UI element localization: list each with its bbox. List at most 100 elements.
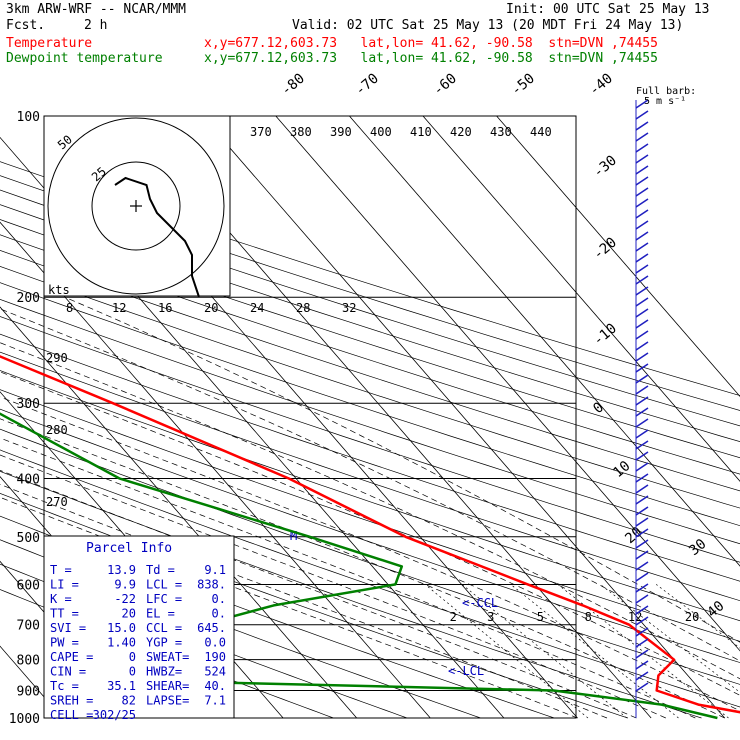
parcel-key: PW = bbox=[50, 636, 79, 650]
speed-label-28: 28 bbox=[296, 301, 310, 315]
temperature-label: Temperature bbox=[6, 36, 93, 51]
pressure-label-800: 800 bbox=[17, 654, 40, 669]
pressure-label-900: 900 bbox=[17, 684, 40, 699]
parcel-value: -22 bbox=[114, 592, 136, 606]
parcel-value: 82 bbox=[122, 694, 136, 708]
isotherm-label--20: -20 bbox=[590, 235, 620, 264]
dry-adiabat bbox=[0, 298, 740, 545]
mixing-ratio-label-5: 5 bbox=[537, 610, 544, 624]
dry-adiabat bbox=[0, 370, 740, 622]
forecast-value: 2 h bbox=[84, 18, 108, 33]
parcel-key: T = bbox=[50, 563, 72, 577]
wind-barb bbox=[635, 275, 649, 285]
parcel-key: SVI = bbox=[50, 621, 86, 635]
wind-barb bbox=[635, 605, 649, 615]
temperature-location: x,y=677.12,603.73 lat,lon= 41.62, -90.58… bbox=[204, 36, 658, 51]
dewpoint-location: x,y=677.12,603.73 lat,lon= 41.62, -90.58… bbox=[204, 51, 658, 66]
parcel-value: 0. bbox=[212, 607, 226, 621]
wind-barb bbox=[635, 517, 649, 527]
dry-adiabat bbox=[0, 449, 740, 708]
parcel-value: 0. bbox=[212, 592, 226, 606]
wind-barb bbox=[635, 132, 649, 142]
dry-adiabat bbox=[0, 333, 740, 582]
wind-barb bbox=[635, 253, 649, 263]
parcel-value: 1.40 bbox=[107, 636, 136, 650]
wind-barb bbox=[635, 462, 649, 472]
parcel-value: 20 bbox=[122, 607, 136, 621]
pressure-label-400: 400 bbox=[17, 472, 40, 487]
parcel-key: Tc = bbox=[50, 679, 79, 693]
ccl-marker: <-CCL bbox=[462, 596, 498, 610]
wind-barb bbox=[635, 286, 649, 296]
theta-label-430: 430 bbox=[490, 125, 512, 139]
dry-adiabat bbox=[0, 234, 740, 475]
mixing-ratio-label-3: 3 bbox=[487, 610, 494, 624]
theta-label-420: 420 bbox=[450, 125, 472, 139]
m-marker: M bbox=[290, 529, 297, 543]
isotherm-label--60: -60 bbox=[430, 71, 460, 100]
moist-adiabat bbox=[0, 308, 740, 662]
wind-barb bbox=[635, 308, 649, 318]
theta-label-390: 390 bbox=[330, 125, 352, 139]
dry-adiabat bbox=[0, 204, 740, 442]
wind-barb bbox=[635, 649, 649, 659]
wind-barb bbox=[635, 374, 649, 384]
parcel-value: 0 bbox=[129, 665, 136, 679]
mixing-ratio-line bbox=[424, 584, 589, 719]
wind-barb bbox=[635, 341, 649, 351]
temperature-profile bbox=[0, 355, 740, 714]
valid-time: Valid: 02 UTC Sat 25 May 13 (20 MDT Fri … bbox=[292, 18, 684, 33]
pressure-label-500: 500 bbox=[17, 531, 40, 546]
wind-barb bbox=[635, 352, 649, 362]
wind-barb bbox=[635, 209, 649, 219]
parcel-key: LFC = bbox=[146, 592, 182, 606]
isotherm-line bbox=[496, 115, 740, 398]
dewpoint-profile bbox=[0, 412, 718, 720]
wind-barb bbox=[635, 616, 649, 626]
pressure-label-200: 200 bbox=[17, 291, 40, 306]
theta-label-290: 290 bbox=[46, 351, 68, 365]
wind-barb bbox=[635, 319, 649, 329]
parcel-value: 7.1 bbox=[204, 694, 226, 708]
isotherm-line bbox=[0, 306, 358, 719]
dry-adiabat bbox=[0, 428, 740, 685]
dry-adiabat bbox=[0, 389, 740, 642]
forecast-label: Fcst. bbox=[6, 18, 46, 33]
parcel-value: 13.9 bbox=[107, 563, 136, 577]
pressure-label-700: 700 bbox=[17, 619, 40, 634]
theta-label-440: 440 bbox=[530, 125, 552, 139]
wind-barb bbox=[635, 440, 649, 450]
wind-barb bbox=[635, 231, 649, 241]
wind-barb bbox=[635, 363, 649, 373]
parcel-value: 838. bbox=[197, 578, 226, 592]
speed-label-24: 24 bbox=[250, 301, 264, 315]
wind-barb bbox=[635, 418, 649, 428]
mixing-ratio-line bbox=[600, 584, 740, 693]
isotherm-line bbox=[0, 221, 431, 719]
mixing-ratio-label-12: 12 bbox=[628, 610, 642, 624]
parcel-value: 190 bbox=[204, 650, 226, 664]
parcel-key: YGP = bbox=[146, 636, 182, 650]
speed-label-8: 8 bbox=[66, 301, 73, 315]
dry-adiabat bbox=[0, 219, 740, 459]
isotherm-label-30: 30 bbox=[686, 536, 709, 559]
parcel-key: CAPE = bbox=[50, 650, 93, 664]
wind-barb bbox=[635, 143, 649, 153]
hodograph-trace bbox=[114, 176, 200, 298]
parcel-key: HWBZ= bbox=[146, 665, 182, 679]
wind-barb bbox=[635, 396, 649, 406]
wind-barb bbox=[635, 583, 649, 593]
wind-barb bbox=[635, 99, 649, 109]
speed-label-20: 20 bbox=[204, 301, 218, 315]
wind-barb bbox=[635, 660, 649, 670]
isotherm-label--40: -40 bbox=[586, 71, 616, 100]
wind-barb bbox=[635, 550, 649, 560]
isotherm-line bbox=[275, 115, 740, 652]
wind-barb bbox=[635, 242, 649, 252]
parcel-key: CCL = bbox=[146, 621, 182, 635]
pressure-label-100: 100 bbox=[17, 110, 40, 125]
parcel-key: TT = bbox=[50, 607, 79, 621]
parcel-value: 40. bbox=[204, 679, 226, 693]
